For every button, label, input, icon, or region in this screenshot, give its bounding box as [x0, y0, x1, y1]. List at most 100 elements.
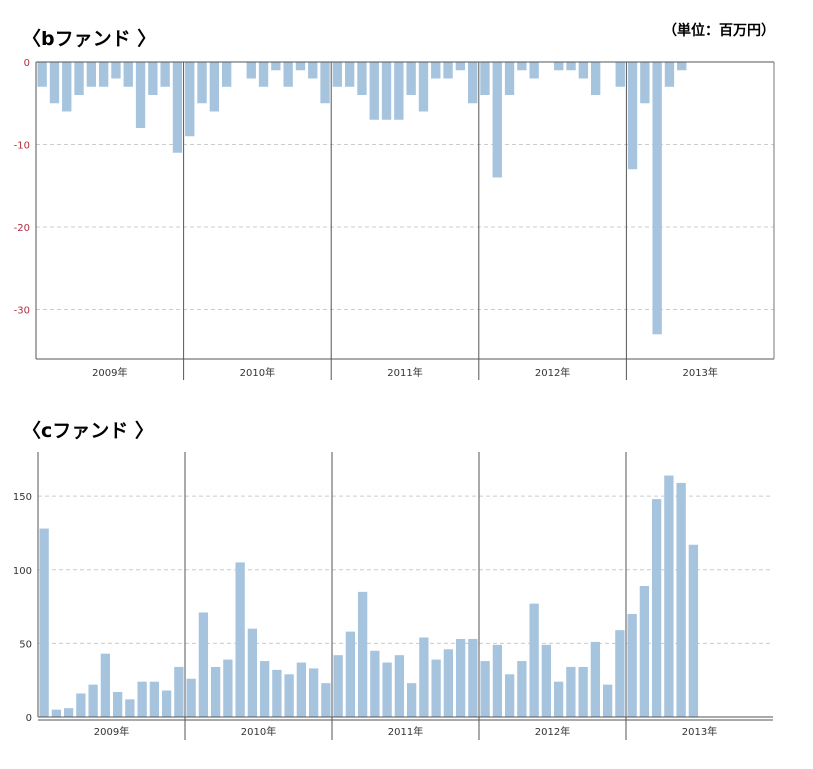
- bar: [492, 644, 503, 717]
- y-tick-label: 100: [13, 566, 32, 577]
- bar: [370, 650, 380, 717]
- bar: [639, 585, 650, 717]
- bar: [62, 62, 72, 112]
- year-label: 2013年: [682, 725, 717, 738]
- y-tick-label: 50: [19, 639, 32, 650]
- y-tick-label: -30: [14, 306, 30, 317]
- bar: [381, 62, 392, 120]
- bar: [504, 674, 515, 717]
- bar: [197, 62, 207, 104]
- bar: [37, 62, 47, 87]
- bar: [272, 669, 282, 717]
- bar: [295, 62, 306, 71]
- bar: [394, 62, 404, 120]
- bar: [652, 62, 662, 335]
- bar: [284, 674, 294, 717]
- bar: [480, 62, 490, 95]
- bar: [221, 62, 232, 87]
- bar: [640, 62, 650, 104]
- unit-label: （単位：百万円）: [663, 23, 775, 39]
- year-label: 2010年: [240, 366, 275, 379]
- bar: [578, 666, 588, 717]
- bar: [688, 544, 699, 717]
- bar: [223, 659, 233, 717]
- bar: [125, 699, 135, 717]
- year-label: 2012年: [535, 366, 570, 379]
- bar: [174, 666, 184, 717]
- bar: [431, 62, 441, 79]
- bar: [172, 62, 183, 153]
- bar: [676, 482, 686, 717]
- bar: [677, 62, 687, 71]
- bar: [123, 62, 133, 87]
- bar: [382, 662, 392, 717]
- bar: [615, 62, 625, 87]
- bar: [333, 655, 343, 717]
- bar: [517, 62, 527, 71]
- bar: [357, 62, 367, 95]
- bar: [627, 62, 638, 170]
- year-label: 2013年: [682, 366, 717, 379]
- bar: [49, 62, 60, 104]
- bar: [345, 631, 356, 717]
- bar: [86, 62, 97, 87]
- bar: [161, 690, 172, 717]
- bar: [160, 62, 170, 87]
- bar: [111, 62, 121, 79]
- bar: [627, 613, 637, 717]
- bar: [566, 62, 576, 71]
- year-label: 2011年: [388, 725, 423, 738]
- year-label: 2011年: [387, 366, 422, 379]
- bar: [209, 62, 220, 112]
- chart-c-title: 〈cファンド 〉: [22, 420, 154, 442]
- bar: [394, 655, 405, 717]
- bar: [210, 666, 221, 717]
- bar: [419, 637, 429, 717]
- bar: [100, 653, 111, 717]
- bar: [664, 62, 675, 87]
- bar: [553, 681, 564, 717]
- bar: [443, 649, 454, 717]
- bar: [504, 62, 515, 95]
- y-tick-label: 150: [13, 492, 32, 503]
- bar: [296, 662, 307, 717]
- bar: [320, 62, 330, 104]
- bar: [590, 62, 601, 95]
- bar: [247, 628, 258, 717]
- bar: [455, 62, 466, 71]
- bar: [455, 638, 466, 717]
- bar: [308, 668, 319, 717]
- bar: [468, 638, 478, 717]
- chart-b-title: 〈bファンド 〉: [22, 28, 157, 50]
- bar: [517, 661, 527, 717]
- bar: [283, 62, 293, 87]
- bar: [271, 62, 281, 71]
- bar: [418, 62, 429, 112]
- bar: [357, 591, 368, 717]
- bar: [332, 62, 343, 87]
- bar: [88, 684, 98, 717]
- y-tick-label: 0: [24, 58, 30, 69]
- bar: [51, 709, 62, 717]
- y-tick-label: -20: [14, 223, 30, 234]
- bar: [431, 659, 441, 717]
- bar: [258, 62, 269, 87]
- bar: [615, 630, 625, 717]
- bar: [135, 62, 146, 128]
- bar: [39, 528, 49, 717]
- bar: [344, 62, 355, 87]
- bar: [590, 641, 601, 717]
- bar: [321, 683, 331, 717]
- bar: [578, 62, 589, 79]
- bar: [664, 475, 674, 717]
- bar: [602, 684, 613, 717]
- year-label: 2010年: [241, 725, 276, 738]
- bar: [246, 62, 256, 79]
- bar: [63, 708, 74, 717]
- bar: [148, 62, 158, 95]
- bar: [492, 62, 502, 178]
- year-label: 2009年: [92, 366, 127, 379]
- bar: [112, 691, 123, 717]
